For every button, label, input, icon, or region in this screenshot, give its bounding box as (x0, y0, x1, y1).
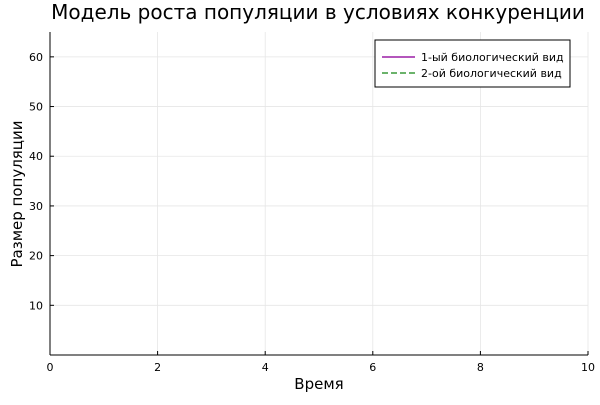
x-tick-label: 10 (581, 361, 595, 374)
legend-label-series-1: 1-ый биологический вид (421, 51, 564, 64)
x-tick-label: 2 (154, 361, 161, 374)
y-axis-title: Размер популяции (8, 120, 26, 267)
legend-box (374, 39, 571, 88)
y-tick-label: 60 (29, 51, 43, 64)
y-tick-label: 30 (29, 200, 43, 213)
y-tick-label: 20 (29, 250, 43, 263)
y-tick-label: 40 (29, 150, 43, 163)
legend: 1-ый биологический вид 2-ой биологически… (374, 39, 571, 88)
x-tick-label: 4 (262, 361, 269, 374)
x-tick-label: 0 (47, 361, 54, 374)
grid (49, 32, 589, 355)
y-tick-label: 50 (29, 101, 43, 114)
x-axis-title: Время (294, 375, 343, 393)
legend-label-series-2: 2-ой биологический вид (421, 67, 562, 80)
x-axis-ticks: 0 2 4 6 8 10 (47, 351, 595, 374)
x-tick-label: 8 (477, 361, 484, 374)
y-axis-ticks: 10 20 30 40 50 60 (29, 51, 54, 312)
y-tick-label: 10 (29, 299, 43, 312)
chart-title: Модель роста популяции в условиях конкур… (51, 0, 585, 24)
x-tick-label: 6 (369, 361, 376, 374)
